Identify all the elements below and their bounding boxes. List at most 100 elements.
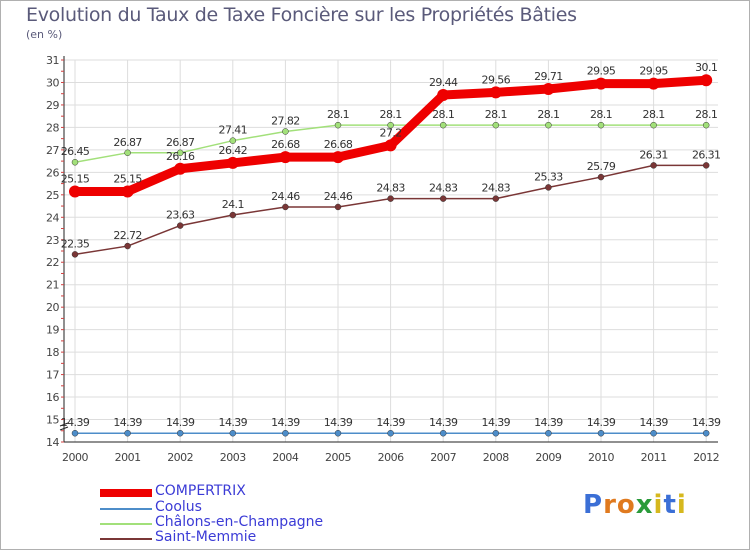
data-label: 25.15 <box>113 172 142 185</box>
data-label: 26.68 <box>271 138 300 151</box>
data-label: 25.15 <box>61 172 90 185</box>
chart-title: Evolution du Taux de Taxe Foncière sur l… <box>26 4 577 26</box>
data-label: 26.45 <box>61 145 90 158</box>
data-label: 26.87 <box>166 136 195 149</box>
data-point <box>71 251 79 258</box>
data-label: 26.42 <box>219 144 248 157</box>
data-point <box>647 77 660 90</box>
data-label: 26.16 <box>166 150 195 163</box>
data-label: 29.71 <box>534 70 563 83</box>
logo-letter: x <box>635 490 654 520</box>
data-point <box>282 203 289 211</box>
data-label: 23.63 <box>166 209 195 222</box>
data-point <box>700 74 713 87</box>
logo-letter: i <box>653 490 664 520</box>
data-label: 24.83 <box>376 182 405 195</box>
data-point <box>334 203 342 211</box>
data-label: 14.39 <box>639 416 668 429</box>
data-point <box>124 242 131 250</box>
y-tick-label: 16 <box>46 391 59 404</box>
data-point <box>597 121 605 129</box>
y-tick-label: 18 <box>46 346 59 359</box>
data-point <box>226 156 239 169</box>
data-point <box>334 121 342 129</box>
data-point <box>174 162 187 175</box>
y-tick-label: 30 <box>46 76 59 89</box>
y-tick-label: 14 <box>46 436 59 449</box>
data-point <box>229 137 237 144</box>
legend-swatch-saint-memmie <box>100 538 152 540</box>
data-label: 29.95 <box>639 65 668 78</box>
data-point <box>437 89 450 102</box>
y-tick-label: 25 <box>46 189 59 202</box>
data-label: 24.83 <box>482 182 511 195</box>
x-tick-label: 2012 <box>693 451 719 464</box>
data-label: 28.1 <box>590 108 612 121</box>
data-point <box>702 121 710 129</box>
data-label: 25.79 <box>587 160 616 173</box>
data-label: 27.2 <box>380 126 402 139</box>
data-point <box>650 162 657 169</box>
data-point <box>121 185 134 198</box>
data-point <box>597 429 605 437</box>
data-point <box>545 121 552 129</box>
data-point <box>282 128 289 135</box>
data-label: 14.39 <box>166 416 195 429</box>
legend-swatch-chalons <box>100 523 152 525</box>
data-point <box>279 151 292 164</box>
data-label: 29.95 <box>587 65 616 78</box>
y-tick-label: 31 <box>46 54 59 67</box>
data-label: 26.31 <box>639 148 668 161</box>
logo-letter: P <box>583 490 604 520</box>
data-label: 22.35 <box>61 237 90 250</box>
data-point <box>439 195 447 202</box>
legend-swatch-coolus <box>100 508 152 510</box>
data-label: 14.39 <box>376 416 405 429</box>
data-point <box>492 429 500 437</box>
data-point <box>69 185 81 198</box>
data-point <box>71 158 79 166</box>
x-tick-label: 2003 <box>220 451 246 464</box>
legend-label-compertrix: COMPERTRIX <box>155 483 246 499</box>
data-point <box>650 429 657 437</box>
y-tick-label: 19 <box>46 324 59 337</box>
x-tick-label: 2008 <box>483 451 509 464</box>
x-tick-label: 2004 <box>272 451 298 464</box>
y-tick-label: 20 <box>46 301 59 314</box>
data-label: 28.1 <box>327 108 349 121</box>
data-label: 22.72 <box>113 229 142 242</box>
data-point <box>229 211 237 219</box>
data-label: 26.87 <box>113 136 142 149</box>
data-point <box>597 173 605 181</box>
x-tick-label: 2007 <box>430 451 456 464</box>
data-label: 14.39 <box>692 416 721 429</box>
data-point <box>176 222 184 229</box>
x-tick-label: 2000 <box>62 451 88 464</box>
data-label: 14.39 <box>113 416 142 429</box>
x-tick-label: 2001 <box>115 451 141 464</box>
data-label: 14.39 <box>482 416 511 429</box>
data-point <box>545 429 552 437</box>
data-point <box>439 121 447 129</box>
x-tick-label: 2002 <box>167 451 193 464</box>
x-tick-label: 2011 <box>641 451 667 464</box>
data-label: 28.1 <box>485 108 507 121</box>
data-label: 26.68 <box>324 138 353 151</box>
data-label: 28.1 <box>643 108 665 121</box>
y-tick-label: 23 <box>46 234 59 247</box>
data-point <box>387 195 394 202</box>
data-point <box>702 429 710 437</box>
data-label: 24.1 <box>222 198 244 211</box>
data-point <box>229 429 237 437</box>
data-label: 28.1 <box>695 108 717 121</box>
data-label: 24.83 <box>429 182 458 195</box>
data-point <box>489 86 502 99</box>
logo-letter: r <box>603 490 617 520</box>
data-label: 29.56 <box>482 73 511 86</box>
data-label: 28.1 <box>537 108 559 121</box>
data-point <box>71 429 79 437</box>
data-label: 25.33 <box>534 170 563 183</box>
x-tick-label: 2006 <box>378 451 404 464</box>
x-tick-label: 2010 <box>588 451 614 464</box>
logo-letter: o <box>616 490 636 520</box>
